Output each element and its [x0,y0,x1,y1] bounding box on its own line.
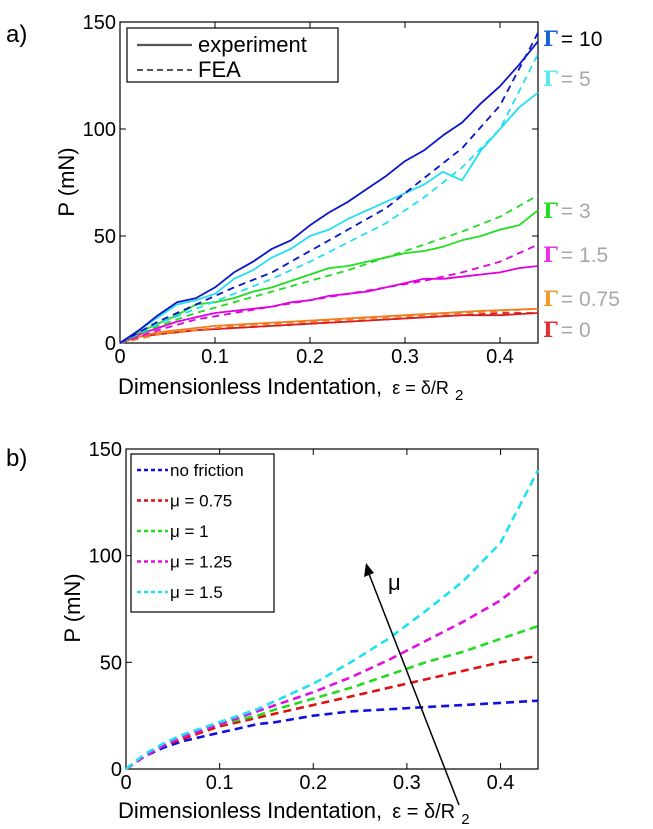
panel-b: b) 0 0.1 0.2 0.3 0.4 0 50 100 150 P (mN) Dimensi… [6,439,540,828]
panel-a-ylabel: P (mN) [54,147,79,216]
mu-arrow-head [364,563,374,577]
gamma-symbol: Γ [543,66,558,91]
y-tick-label: 50 [94,226,116,248]
gamma-symbol: Γ [543,286,558,311]
y-tick-label: 50 [100,652,122,674]
x-tick-label: 0.1 [206,772,234,794]
gamma-symbol: Γ [543,198,558,223]
x-tick-label: 0.2 [299,772,327,794]
panel-a-xlabel-text: Dimensionless Indentation, [118,374,382,399]
panel-a-xlabel: Dimensionless Indentation, ε = δ/R 2 [118,374,463,404]
gamma-symbol: Γ [543,26,558,51]
panel-b-xlabel-text: Dimensionless Indentation, [118,798,382,823]
x-tick-label: 0.4 [486,346,514,368]
experiment-line [119,312,539,344]
gamma-label-0: Γ = 0 [543,317,591,342]
fea-line [119,53,539,344]
y-tick-label: 100 [83,119,116,141]
panel-a-legend: experiment FEA [126,27,339,83]
fea-line [119,194,539,344]
y-tick-label: 0 [105,333,116,355]
panel-b-ylabel: P (mN) [60,573,85,642]
series-line [125,569,539,771]
gamma-label-3: Γ = 3 [543,198,591,223]
series-line [125,469,540,771]
mu-arrow: μ [364,563,460,806]
legend-label: μ = 1 [170,522,209,541]
fea-line [119,307,539,344]
fea-line [119,32,539,344]
y-tick-label: 150 [89,439,122,461]
panel-b-plot-frame [125,448,539,770]
experiment-line [119,265,539,344]
panel-a-xlabel-subscript: 2 [455,387,463,404]
legend-label: μ = 0.75 [170,492,232,511]
legend-experiment-label: experiment [198,32,307,57]
panel-a-legend-box [126,27,339,83]
legend-label: μ = 1.25 [170,553,232,572]
panel-a-series [119,32,539,344]
panel-b-xlabel-subscript: 2 [461,811,469,828]
x-tick-label: 0 [120,772,131,794]
x-tick-label: 0 [114,346,125,368]
y-tick-label: 0 [111,759,122,781]
gamma-label-1-5: Γ = 1.5 [543,242,608,267]
x-tick-label: 0.4 [487,772,515,794]
x-tick-label: 0.1 [201,346,229,368]
x-tick-label: 0.3 [391,346,419,368]
legend-label: no friction [170,461,244,480]
series-line [125,699,539,771]
panel-b-ticks: 0 0.1 0.2 0.3 0.4 0 50 100 150 [89,439,538,794]
gamma-label-0-75: Γ = 0.75 [543,286,620,311]
panel-b-legend: no friction μ = 0.75 μ = 1 μ = 1.25 μ = 1.5 [130,453,275,613]
gamma-symbol: Γ [543,242,558,267]
panel-a: a) 0 0.1 0.2 0.3 0.4 0 50 100 150 P (mN) Dimensi… [6,12,620,404]
panel-b-series [125,469,540,771]
series-line [125,624,539,771]
experiment-line [119,40,539,344]
panel-a-ticks: 0 0.1 0.2 0.3 0.4 0 50 100 150 [83,12,538,368]
gamma-symbol: Γ [543,317,558,342]
panel-b-xlabel: Dimensionless Indentation, ε = δ/R 2 [118,798,470,828]
fea-line [119,243,539,344]
panel-a-gamma-labels: Γ = 10 Γ = 5 Γ = 3 Γ = 1.5 Γ = 0.75 Γ = 0 [543,26,620,342]
experiment-line [119,91,539,344]
panel-b-legend-box [130,453,275,613]
panel-a-plot-frame [119,21,539,344]
legend-label: μ = 1.5 [170,583,223,602]
y-tick-label: 100 [89,546,122,568]
x-tick-label: 0.3 [393,772,421,794]
gamma-label-10: Γ = 10 [543,26,602,51]
y-tick-label: 150 [83,12,116,34]
legend-fea-label: FEA [198,57,241,82]
panel-a-label: a) [6,21,27,48]
panel-b-xlabel-formula: ε = δ/R [392,801,455,823]
experiment-line [119,307,539,344]
mu-arrow-shaft [368,573,460,806]
fea-line [119,312,538,344]
panel-a-xlabel-formula: ε = δ/R [392,378,449,398]
x-tick-label: 0.2 [296,346,324,368]
mu-arrow-label: μ [388,570,401,595]
panel-b-label: b) [6,445,27,472]
gamma-label-5: Γ = 5 [543,66,591,91]
